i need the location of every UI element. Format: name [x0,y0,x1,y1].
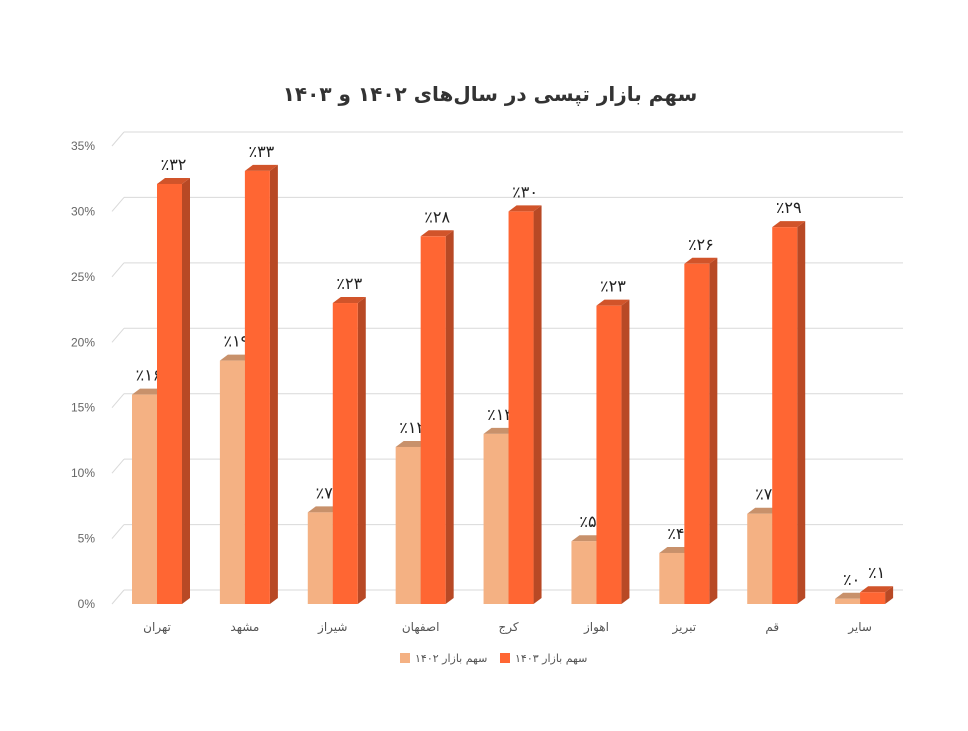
y-tick-label: 0% [78,597,96,611]
gridline-depth [111,197,125,212]
data-label: ٪۳۰ [512,182,538,201]
x-tick-label: شیراز [317,620,347,635]
data-label: ٪۲۸ [424,207,450,226]
data-label: ٪۱۲ [399,418,425,437]
data-label: ٪۱۳ [487,405,513,424]
bar [244,170,270,604]
bar-top [659,546,693,553]
x-tick-label: اهواز [583,620,609,635]
data-label: ٪۲۹ [776,198,802,217]
y-tick-label: 25% [71,270,95,284]
legend-label: سهم بازار ۱۴۰۳ [515,652,587,665]
data-label: ٪۱۶ [136,366,162,385]
bar-side [885,586,894,604]
y-tick-label: 30% [71,204,95,218]
data-label: ٪۲۳ [336,274,362,293]
gridline-depth [111,589,125,605]
x-tick-label: کرج [499,620,519,635]
bar [307,512,333,604]
legend-swatch [400,653,410,663]
bar-top [420,230,454,237]
bar [332,303,358,604]
gridline-depth [111,524,125,539]
x-tick-label: تهران [143,620,171,635]
bar-top [508,205,542,212]
bar-top [747,507,781,514]
bar-side [182,177,190,604]
data-label: ٪۲۶ [688,235,714,254]
data-label: ٪۷ [755,485,773,504]
data-label: ٪۰ [843,570,860,589]
legend: سهم بازار ۱۴۰۲ سهم بازار ۱۴۰۳ [400,652,587,665]
data-label: ٪۴ [667,524,684,543]
chart-title: سهم بازار تپسی در سال‌های ۱۴۰۲ و ۱۴۰۳ [283,82,698,107]
y-axis-ticks: 0% 5% 10% 15% 20% 25% 30% 35% [71,139,95,611]
data-label: ٪۳۳ [248,142,274,161]
bar [219,360,245,604]
bar-top [772,221,806,228]
bars: ٪۱۶ ٪۳۲ ٪۱۹ ٪۳۳ ٪۷ ٪۲۳ ٪۱۲ ٪۲۸ ٪۱۳ ٪۳۰ ٪۵ ٪۲۳ ٪۴ ٪۲۶ ٪… [132,142,894,605]
bar-top [395,440,429,447]
bar [659,552,685,604]
data-label: ٪۱ [868,563,885,582]
data-label: ٪۱۹ [223,332,249,351]
y-tick-label: 35% [71,139,95,153]
bar [596,305,622,604]
gridline-depth [111,327,125,343]
bar [157,183,182,604]
bar [395,446,421,604]
bar [571,541,597,604]
bar [420,236,446,604]
legend-swatch [500,653,510,663]
bar-side [269,164,278,604]
bar [772,227,798,605]
y-tick-label: 15% [71,401,95,415]
bar-top [307,506,341,513]
legend-label: سهم بازار ۱۴۰۲ [415,652,487,665]
bar-top [132,388,165,395]
data-label: ٪۵ [579,512,596,531]
bar-side [621,299,630,604]
gridline-depth [111,393,125,409]
y-tick-label: 5% [78,532,96,546]
y-tick-label: 10% [71,466,95,480]
bar [835,598,861,604]
bar [860,592,886,604]
x-tick-label: سایر [847,620,872,635]
data-label: ٪۲۳ [600,277,626,296]
bar [684,263,710,604]
bar [483,433,509,604]
bar-top [244,164,278,171]
bar [508,211,534,604]
gridline-depth [111,458,125,474]
bar-top [860,586,894,593]
bar-side [445,230,454,604]
gridline-depth [111,131,125,147]
x-tick-label: اصفهان [402,620,440,634]
bar-top [157,177,190,184]
x-axis-ticks: تهران مشهد شیراز اصفهان کرج اهواز تبریز قم سایر [143,620,872,635]
bar-top [219,354,253,361]
bar-top [483,427,517,434]
gridline-depth [111,262,125,278]
y-tick-label: 20% [71,335,95,349]
bar-side [797,221,806,605]
data-label: ٪۳۲ [161,155,187,174]
x-tick-label: مشهد [230,620,259,634]
x-tick-label: قم [765,620,779,634]
bar-side [533,205,542,604]
bar-top [571,535,605,542]
bar-side [709,257,718,604]
data-label: ٪۷ [316,483,334,502]
bar-side [357,297,366,604]
x-tick-label: تبریز [672,620,697,635]
bar-top [835,592,869,599]
bar-top [332,297,366,304]
bar-top [684,257,718,264]
bar [747,513,773,604]
bar-top [596,299,630,306]
bar [132,394,157,604]
